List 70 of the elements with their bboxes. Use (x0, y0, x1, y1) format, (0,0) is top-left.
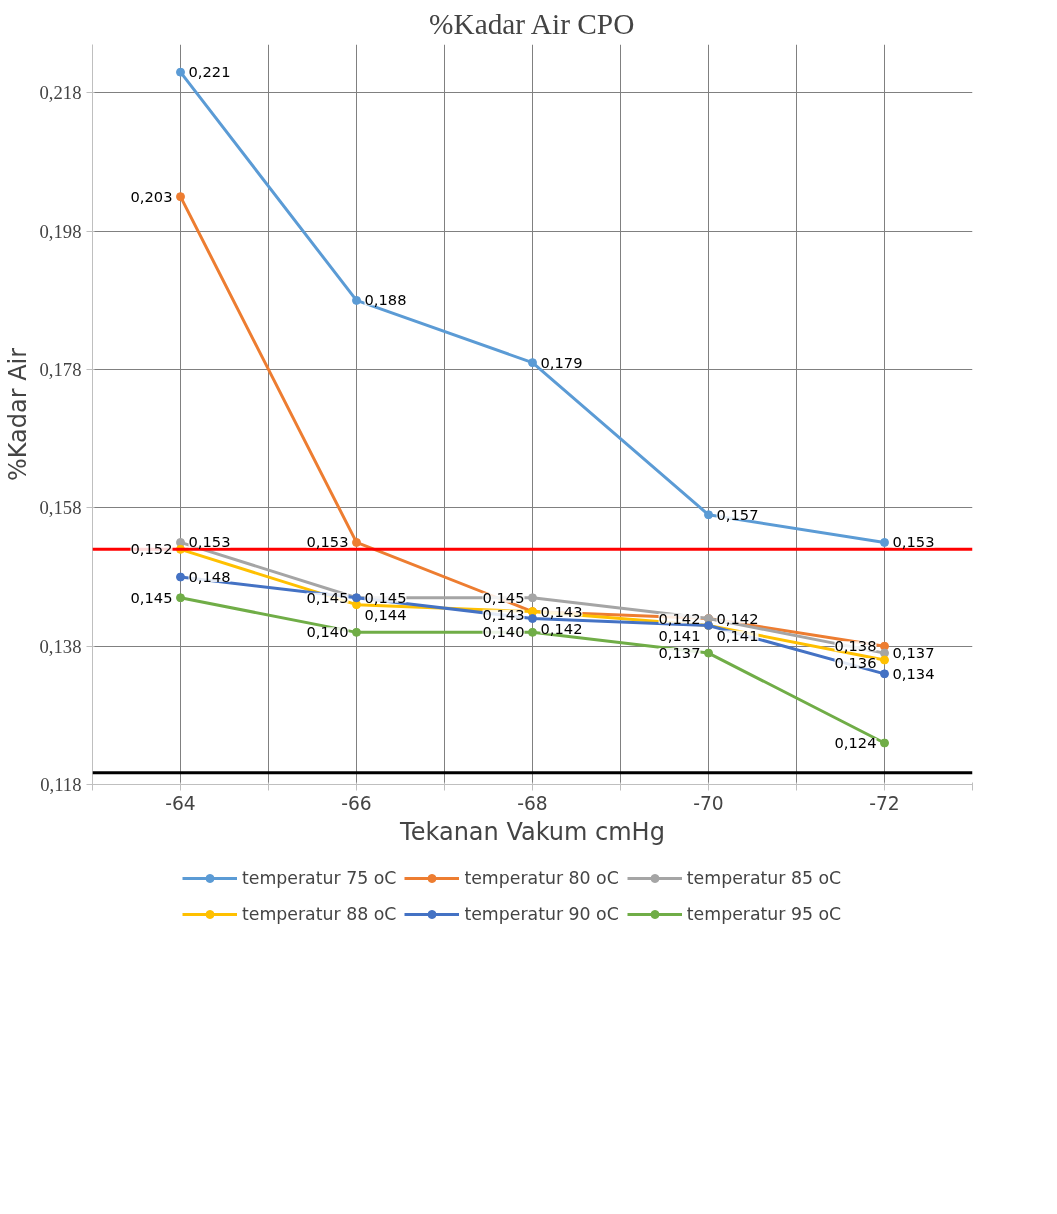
point (176, 593, 185, 603)
legend-label: temperatur 80 oC (464, 868, 619, 888)
data-label: 0,145 (364, 588, 407, 606)
legend-label: temperatur 85 oC (686, 868, 842, 888)
legend-label: temperatur 75 oC (242, 868, 397, 888)
data-label: 0,152 (130, 540, 173, 558)
data-label: 0,143 (482, 605, 525, 623)
x-axis-title: Tekanan Vakum cmHg (399, 817, 665, 846)
point (880, 648, 889, 658)
x-tick-label: -66 (341, 792, 372, 814)
data-label: 0,143 (540, 602, 583, 620)
point (528, 593, 537, 603)
data-label: 0,148 (188, 568, 231, 586)
data-label: 0,144 (364, 605, 407, 623)
y-tick-label: 0,138 (39, 635, 82, 657)
x-tick-label: -64 (165, 792, 196, 814)
data-label: 0,134 (892, 664, 935, 682)
data-label: 0,141 (658, 626, 701, 644)
legend-label: temperatur 90 oC (464, 904, 619, 924)
point (704, 648, 713, 658)
legend-label: temperatur 95 oC (686, 904, 842, 924)
point (352, 537, 361, 547)
data-label: 0,142 (658, 609, 701, 627)
point (528, 358, 537, 368)
data-label: 0,138 (834, 637, 877, 655)
y-tick-label: 0,178 (39, 359, 82, 381)
y-axis-title: %Kadar Air (3, 347, 32, 482)
point (176, 572, 185, 582)
point (528, 614, 537, 624)
y-tick-label: 0,218 (39, 82, 82, 104)
point (880, 738, 889, 748)
point (352, 295, 361, 305)
data-label: 0,188 (364, 291, 407, 309)
data-label: 0,153 (892, 533, 935, 551)
data-label: 0,145 (306, 588, 349, 606)
x-tick-label: -72 (869, 792, 900, 814)
chart-title: %Kadar Air CPO (429, 7, 635, 40)
data-label: 0,179 (540, 353, 583, 371)
point (352, 600, 361, 610)
point (880, 669, 889, 679)
point (528, 627, 537, 637)
data-label: 0,203 (130, 187, 173, 205)
point (176, 67, 185, 77)
point (176, 537, 185, 547)
data-label: 0,221 (188, 63, 231, 81)
y-tick-label: 0,158 (39, 497, 82, 519)
data-label: 0,153 (306, 533, 349, 551)
data-label: 0,145 (482, 588, 525, 606)
data-label: 0,142 (716, 609, 759, 627)
point (176, 192, 185, 202)
data-label: 0,142 (540, 619, 583, 637)
x-tick-label: -70 (693, 792, 724, 814)
y-tick-label: 0,198 (39, 220, 82, 242)
data-label: 0,137 (658, 644, 701, 662)
data-label: 0,141 (716, 626, 759, 644)
point (352, 627, 361, 637)
point (704, 510, 713, 520)
legend-label: temperatur 88 oC (242, 904, 397, 924)
data-label: 0,136 (834, 654, 877, 672)
point (880, 537, 889, 547)
y-tick-label: 0,118 (40, 774, 82, 795)
data-label: 0,140 (306, 623, 349, 641)
data-label: 0,145 (130, 588, 173, 606)
point (880, 655, 889, 665)
data-label: 0,153 (188, 533, 231, 551)
data-label: 0,140 (482, 623, 525, 641)
data-label: 0,157 (716, 505, 759, 523)
data-label: 0,137 (892, 644, 935, 662)
x-tick-label: -68 (517, 792, 548, 814)
data-label: 0,124 (834, 734, 877, 751)
